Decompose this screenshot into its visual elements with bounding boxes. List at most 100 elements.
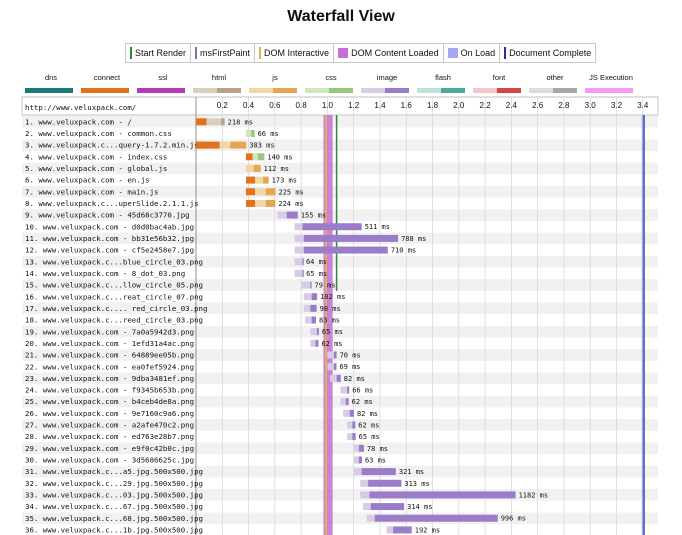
resource-type-swatch-dark — [497, 88, 521, 93]
request-label: 29. www.veluxpack.com - e9f0c42b0c.jpg — [25, 444, 194, 453]
download-segment — [345, 398, 349, 406]
request-label: 15. www.veluxpack.c...llow_circle_05.png — [25, 281, 203, 290]
request-label: 25. www.veluxpack.com - b4ceb4de8a.png — [25, 397, 194, 406]
row-background — [22, 279, 658, 291]
wait-segment — [327, 363, 334, 371]
download-segment — [303, 246, 388, 254]
download-segment — [263, 176, 269, 184]
resource-type-swatch-dark — [329, 88, 353, 93]
x-tick-label: 3.4 — [637, 101, 649, 110]
row-background — [22, 477, 658, 490]
legend-swatch — [447, 48, 458, 58]
wait-segment — [310, 339, 316, 347]
duration-label: 192 ms — [415, 526, 440, 534]
request-label: 12. www.veluxpack.com - cf5e2458e7.jpg — [25, 246, 194, 255]
request-label: 26. www.veluxpack.com - 9e7160c9a6.png — [25, 409, 194, 418]
wait-segment — [360, 491, 370, 499]
download-segment — [311, 316, 316, 324]
request-label: 23. www.veluxpack.com - 9dba3481ef.png — [25, 374, 194, 383]
duration-label: 102 ms — [320, 293, 345, 301]
wait-segment — [294, 269, 303, 277]
resource-type-swatch-dark — [217, 88, 241, 93]
duration-label: 710 ms — [391, 247, 416, 255]
x-tick-label: 2.2 — [480, 101, 492, 110]
wait-segment — [252, 153, 258, 161]
request-label: 35. www.veluxpack.c...68.jpg.500x500.jpg — [25, 514, 203, 523]
duration-label: 65 ms — [306, 270, 327, 278]
duration-label: 224 ms — [278, 200, 303, 208]
request-label: 9. www.veluxpack.com - 45d68c3770.jpg — [25, 211, 190, 220]
request-label: 28. www.veluxpack.com - ed763e28b7.png — [25, 432, 194, 441]
row-background — [22, 489, 658, 501]
wait-segment — [303, 304, 311, 312]
resource-type-swatch-dark — [609, 88, 633, 93]
download-segment — [349, 409, 354, 417]
resource-type-label: css — [325, 73, 337, 82]
wait-segment — [340, 386, 348, 394]
request-label: 16. www.veluxpack.c...reat_circle_07.png — [25, 292, 203, 301]
row-background — [22, 116, 658, 128]
duration-label: 173 ms — [272, 177, 297, 185]
download-segment — [265, 199, 276, 207]
download-segment — [265, 188, 276, 196]
x-tick-label: 1.8 — [427, 101, 439, 110]
request-label: 27. www.veluxpack.com - a2afe470c2.png — [25, 421, 194, 430]
duration-label: 62 ms — [352, 398, 373, 406]
row-background — [22, 302, 658, 315]
row-background — [22, 337, 658, 350]
duration-label: 1182 ms — [519, 491, 549, 499]
x-tick-label: 3.2 — [611, 101, 623, 110]
wait-segment — [245, 129, 252, 137]
resource-type-label: flash — [435, 73, 451, 82]
wait-segment — [327, 351, 334, 359]
chart-title: Waterfall View — [287, 8, 395, 25]
duration-label: 383 ms — [249, 142, 274, 150]
duration-label: 112 ms — [264, 165, 289, 173]
duration-label: 83 ms — [319, 317, 340, 325]
wait-segment — [310, 328, 317, 336]
duration-label: 62 ms — [321, 340, 342, 348]
resource-type-swatch-dark — [105, 88, 129, 93]
row-background — [22, 209, 658, 221]
wait-segment — [362, 503, 371, 511]
download-segment — [316, 328, 319, 336]
wait-segment — [353, 456, 359, 464]
wait-segment — [294, 246, 304, 254]
download-segment — [333, 363, 337, 371]
request-label: 17. www.veluxpack.c.... red_circle_03.pn… — [25, 304, 207, 313]
wait-segment — [255, 199, 266, 207]
wait-segment — [206, 118, 221, 126]
wait-segment — [347, 421, 353, 429]
duration-label: 788 ms — [401, 235, 426, 243]
download-segment — [230, 141, 247, 149]
download-segment — [370, 503, 405, 511]
legend-dom-content-loaded: DOM Content Loaded — [334, 44, 444, 62]
connect-segment — [245, 176, 256, 184]
download-segment — [358, 456, 362, 464]
x-tick-label: 0.6 — [269, 101, 281, 110]
resource-type-swatch-dark — [49, 88, 73, 93]
legend-msfirstpaint: msFirstPaint — [191, 44, 256, 62]
event-legend: Start Render msFirstPaint DOM Interactive D… — [125, 43, 597, 63]
download-segment — [310, 304, 317, 312]
wait-segment — [245, 164, 254, 172]
legend-label: DOM Interactive — [264, 48, 330, 58]
resource-type-label: ssl — [158, 73, 168, 82]
x-tick-label: 2.4 — [506, 101, 518, 110]
legend-dom-interactive: DOM Interactive — [255, 44, 335, 62]
wait-segment — [255, 188, 266, 196]
request-label: 32. www.veluxpack.c...29.jpg.500x500.jpg — [25, 479, 203, 488]
x-tick-label: 3.0 — [585, 101, 597, 110]
download-segment — [302, 258, 304, 266]
duration-label: 62 ms — [358, 421, 379, 429]
duration-label: 66 ms — [258, 130, 279, 138]
wait-segment — [219, 141, 231, 149]
wait-segment — [294, 258, 303, 266]
wait-segment — [277, 211, 287, 219]
resource-type-label: dns — [45, 73, 57, 82]
row-background — [22, 500, 658, 513]
row-background — [22, 454, 658, 466]
connect-segment — [196, 141, 206, 149]
request-label: 7. www.veluxpack.com - main.js — [25, 187, 159, 196]
request-label: 5. www.veluxpack.com - global.js — [25, 164, 167, 173]
